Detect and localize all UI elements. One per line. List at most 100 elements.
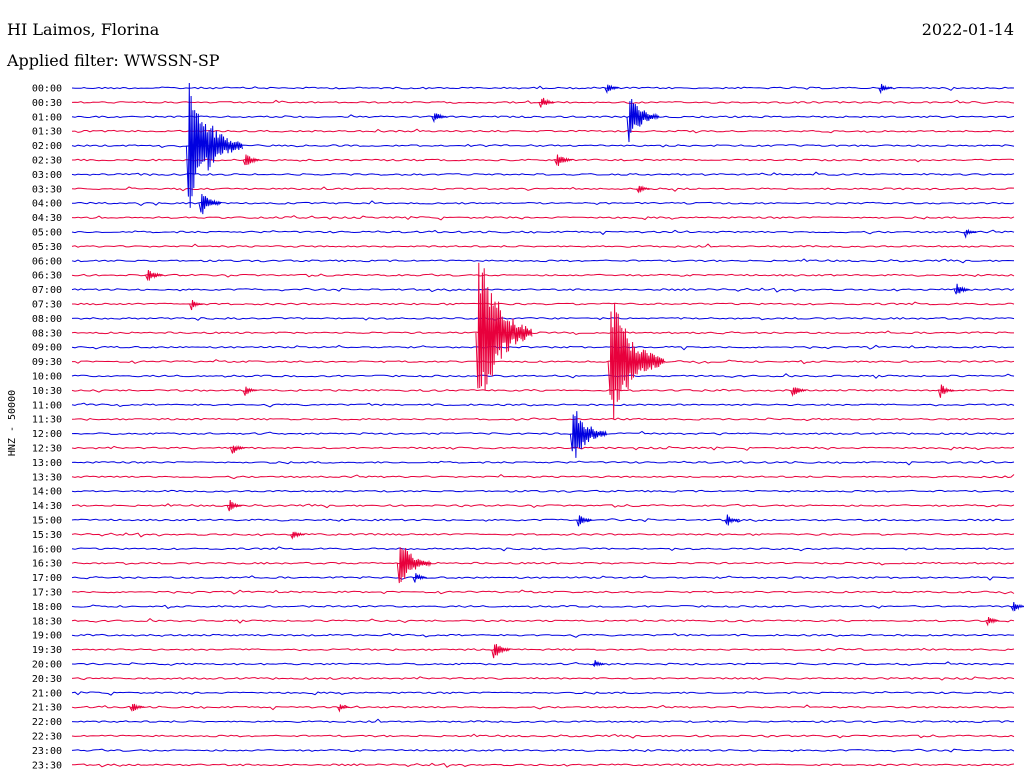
row-time-label: 21:30 bbox=[32, 703, 62, 714]
row-time-label: 08:30 bbox=[32, 328, 62, 339]
seismic-event bbox=[289, 531, 306, 540]
seismic-event bbox=[475, 262, 533, 391]
seismic-event bbox=[938, 384, 955, 398]
trace-line bbox=[71, 417, 1015, 422]
trace-line bbox=[71, 445, 1015, 451]
date-label: 2022-01-14 bbox=[921, 20, 1014, 39]
trace-line bbox=[71, 85, 1015, 91]
seismic-event bbox=[607, 303, 665, 420]
trace-line bbox=[71, 388, 1015, 393]
trace-line bbox=[72, 301, 1015, 306]
seismic-event bbox=[724, 514, 741, 526]
row-time-label: 08:00 bbox=[32, 314, 62, 325]
trace-line bbox=[71, 489, 1015, 493]
row-time-label: 16:00 bbox=[32, 544, 62, 555]
trace-line bbox=[71, 561, 1015, 566]
trace-line bbox=[71, 128, 1015, 134]
trace-line bbox=[71, 344, 1015, 351]
seismic-event bbox=[569, 411, 607, 458]
row-time-label: 01:00 bbox=[32, 112, 62, 123]
trace-line bbox=[71, 617, 1015, 624]
seismic-event bbox=[337, 704, 350, 713]
seismic-event bbox=[189, 300, 204, 311]
row-time-label: 02:00 bbox=[32, 141, 62, 152]
row-time-label: 11:00 bbox=[32, 400, 62, 411]
row-time-label: 13:30 bbox=[32, 472, 62, 483]
trace-line bbox=[71, 215, 1015, 221]
row-time-label: 00:00 bbox=[32, 84, 62, 95]
seismic-event bbox=[953, 283, 970, 295]
row-time-label: 10:00 bbox=[32, 372, 62, 383]
trace-line bbox=[71, 473, 1015, 480]
row-time-label: 03:00 bbox=[32, 170, 62, 181]
row-time-label: 14:30 bbox=[32, 501, 62, 512]
row-time-label: 21:00 bbox=[32, 688, 62, 699]
seismic-event bbox=[491, 643, 511, 659]
filter-label: Applied filter: WWSSN-SP bbox=[7, 51, 220, 70]
seismic-event bbox=[431, 113, 448, 124]
trace-line bbox=[71, 273, 1015, 278]
trace-line bbox=[71, 229, 1015, 236]
trace-line bbox=[71, 258, 1015, 264]
row-time-label: 06:30 bbox=[32, 271, 62, 282]
seismic-event bbox=[554, 154, 573, 166]
row-time-label: 02:30 bbox=[32, 156, 62, 167]
trace-line bbox=[71, 114, 1015, 119]
trace-line bbox=[71, 373, 1015, 379]
seismic-event bbox=[576, 515, 593, 527]
trace-line bbox=[71, 287, 1015, 293]
trace-line bbox=[71, 704, 1015, 711]
seismic-event bbox=[1010, 602, 1024, 612]
trace-line bbox=[71, 243, 1015, 248]
row-time-label: 04:30 bbox=[32, 213, 62, 224]
row-time-label: 20:30 bbox=[32, 674, 62, 685]
trace-line bbox=[71, 748, 1015, 753]
seismic-event bbox=[963, 228, 977, 239]
row-time-label: 12:00 bbox=[32, 429, 62, 440]
row-time-label: 06:00 bbox=[32, 256, 62, 267]
seismic-event bbox=[129, 703, 145, 712]
row-time-label: 22:30 bbox=[32, 732, 62, 743]
row-time-label: 23:00 bbox=[32, 746, 62, 757]
trace-line bbox=[71, 589, 1015, 595]
trace-line bbox=[72, 359, 1015, 365]
row-time-label: 17:30 bbox=[32, 588, 62, 599]
trace-line bbox=[71, 330, 1014, 336]
row-time-label: 13:00 bbox=[32, 458, 62, 469]
seismic-event bbox=[878, 83, 893, 95]
row-time-label: 05:30 bbox=[32, 242, 62, 253]
trace-line bbox=[71, 647, 1015, 652]
seismic-event bbox=[604, 84, 619, 94]
row-time-label: 19:00 bbox=[32, 631, 62, 642]
trace-line bbox=[71, 518, 1015, 523]
row-time-label: 22:00 bbox=[32, 717, 62, 728]
trace-line bbox=[71, 171, 1015, 177]
row-time-label: 18:00 bbox=[32, 602, 62, 613]
seismic-event bbox=[145, 269, 164, 282]
trace-line bbox=[71, 676, 1015, 681]
row-time-label: 17:00 bbox=[32, 573, 62, 584]
trace-line bbox=[71, 733, 1015, 739]
row-time-label: 00:30 bbox=[32, 98, 62, 109]
row-time-label: 09:00 bbox=[32, 343, 62, 354]
row-time-label: 18:30 bbox=[32, 616, 62, 627]
row-time-label: 20:00 bbox=[32, 660, 62, 671]
seismic-event bbox=[230, 445, 246, 454]
y-axis-label: HNZ - 50000 bbox=[7, 390, 18, 456]
row-time-label: 10:30 bbox=[32, 386, 62, 397]
seismic-event bbox=[242, 386, 258, 396]
trace-line bbox=[72, 158, 1015, 163]
trace-line bbox=[71, 402, 1015, 408]
seismic-event bbox=[226, 499, 243, 512]
row-time-label: 16:30 bbox=[32, 559, 62, 570]
row-time-label: 14:00 bbox=[32, 487, 62, 498]
row-time-label: 03:30 bbox=[32, 184, 62, 195]
trace-line bbox=[72, 762, 1015, 768]
trace-line bbox=[72, 200, 1015, 206]
row-time-label: 07:00 bbox=[32, 285, 62, 296]
trace-line bbox=[71, 317, 1015, 321]
trace-line bbox=[71, 661, 1014, 666]
trace-line bbox=[71, 575, 1015, 581]
row-time-label: 11:30 bbox=[32, 415, 62, 426]
row-time-label: 15:00 bbox=[32, 516, 62, 527]
